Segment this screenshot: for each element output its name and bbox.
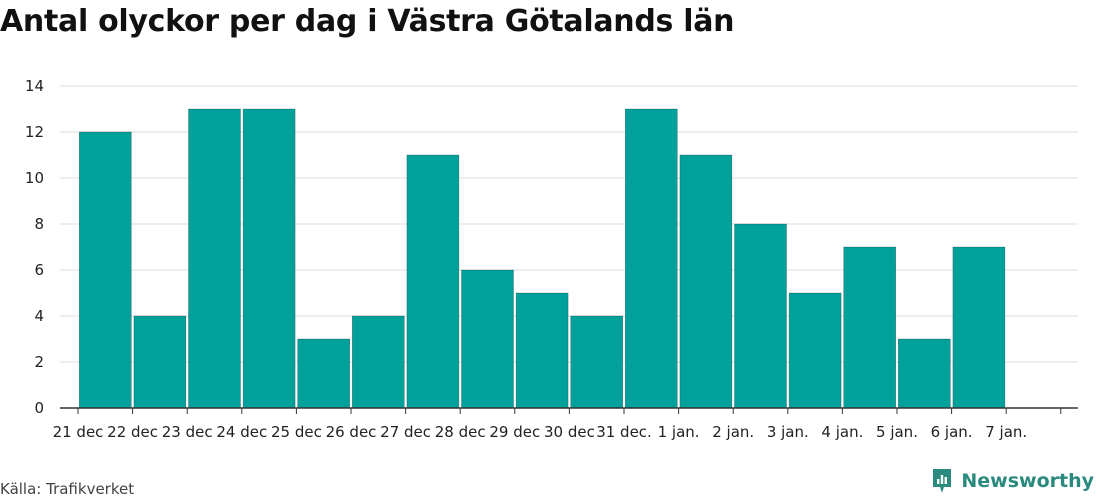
- brand-logo[interactable]: Newsworthy: [931, 468, 1094, 494]
- x-tick-label: 26 dec: [326, 423, 377, 441]
- bar[interactable]: [188, 108, 241, 409]
- bar[interactable]: [734, 223, 787, 409]
- bar[interactable]: [406, 154, 460, 409]
- x-tick-label: 7 jan.: [985, 423, 1027, 441]
- bar[interactable]: [679, 154, 733, 409]
- y-tick-label: 0: [34, 399, 44, 417]
- y-tick-label: 2: [34, 353, 44, 371]
- x-axis: [60, 407, 1078, 414]
- y-tick-label: 8: [34, 215, 44, 233]
- y-tick-label: 10: [25, 169, 44, 187]
- bar[interactable]: [79, 131, 132, 409]
- x-tick-label: 25 dec: [271, 423, 322, 441]
- y-tick-label: 4: [34, 307, 44, 325]
- bar[interactable]: [624, 108, 678, 409]
- source-note: Källa: Trafikverket: [0, 480, 135, 498]
- bar[interactable]: [788, 292, 842, 409]
- bar[interactable]: [351, 315, 405, 409]
- bar[interactable]: [297, 338, 351, 409]
- x-tick-label: 28 dec: [435, 423, 486, 441]
- chart-title: Antal olyckor per dag i Västra Götalands…: [0, 4, 735, 39]
- x-tick-label: 24 dec: [216, 423, 267, 441]
- bar[interactable]: [570, 315, 624, 409]
- bar[interactable]: [897, 338, 951, 409]
- y-tick-label: 14: [25, 77, 44, 95]
- x-tick-label: 31 dec.: [596, 423, 652, 441]
- x-tick-label: 21 dec: [53, 423, 104, 441]
- x-tick-label: 30 dec: [544, 423, 595, 441]
- y-tick-label: 12: [25, 123, 44, 141]
- x-tick-label: 2 jan.: [712, 423, 754, 441]
- x-tick-label: 1 jan.: [658, 423, 700, 441]
- x-tick-label: 5 jan.: [876, 423, 918, 441]
- newsworthy-logo-icon: [933, 469, 952, 493]
- x-tick-label: 6 jan.: [931, 423, 973, 441]
- bars: [79, 108, 1006, 409]
- x-tick-label: 3 jan.: [767, 423, 809, 441]
- brand-name: Newsworthy: [961, 470, 1094, 492]
- bar[interactable]: [461, 269, 514, 409]
- bar[interactable]: [133, 315, 187, 409]
- x-tick-label: 29 dec: [489, 423, 540, 441]
- bar-chart: 0 2 4 6 8 10 12 14 21 dec 22 dec 23 dec 24 dec 25 d…: [25, 77, 1078, 441]
- y-tick-label: 6: [34, 261, 44, 279]
- x-tick-label: 23 dec: [162, 423, 213, 441]
- bar[interactable]: [242, 108, 296, 409]
- y-axis-labels: 0 2 4 6 8 10 12 14: [25, 77, 44, 417]
- x-tick-label: 27 dec: [380, 423, 431, 441]
- bar[interactable]: [952, 246, 1006, 409]
- x-tick-label: 22 dec: [107, 423, 158, 441]
- x-axis-labels: 21 dec 22 dec 23 dec 24 dec 25 dec 26 dec 27 d…: [53, 423, 1028, 441]
- bar[interactable]: [843, 246, 897, 409]
- x-tick-label: 4 jan.: [821, 423, 863, 441]
- bar[interactable]: [515, 292, 569, 409]
